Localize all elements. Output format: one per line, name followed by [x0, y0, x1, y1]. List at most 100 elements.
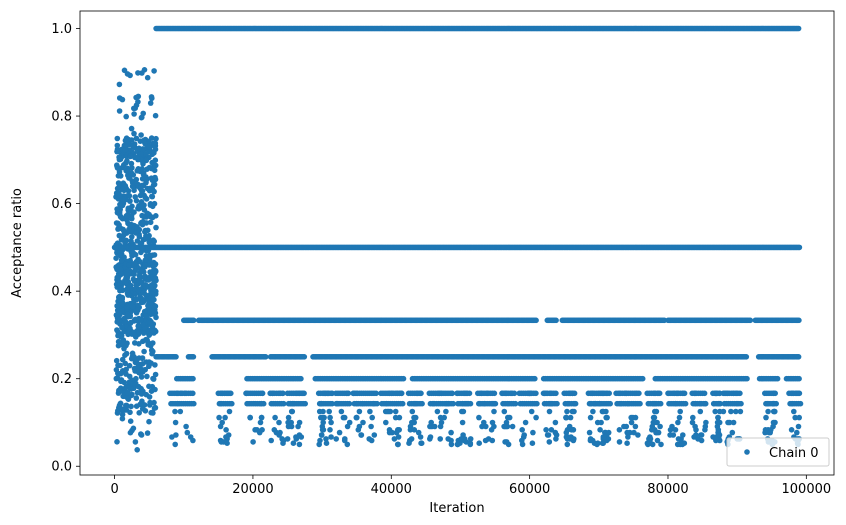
data-point	[690, 414, 696, 421]
data-point	[114, 206, 120, 212]
data-point	[135, 383, 142, 390]
data-point	[419, 400, 425, 407]
data-point	[138, 391, 145, 397]
data-point	[720, 408, 727, 415]
data-point	[128, 125, 135, 132]
data-point	[140, 138, 147, 144]
data-point	[658, 441, 664, 448]
data-point	[254, 427, 260, 433]
data-point	[796, 244, 803, 251]
data-point	[271, 427, 278, 433]
data-point	[657, 423, 663, 430]
data-point	[467, 400, 474, 407]
data-point	[124, 389, 131, 396]
x-tick-label: 100000	[782, 482, 832, 497]
data-point	[656, 390, 663, 397]
data-point	[529, 440, 536, 447]
data-point	[129, 250, 135, 257]
data-point	[459, 419, 466, 426]
data-point	[151, 238, 157, 245]
data-point	[358, 432, 364, 438]
data-point	[114, 327, 120, 333]
data-point	[136, 233, 143, 240]
data-point	[431, 423, 438, 430]
data-point	[127, 418, 134, 425]
data-point	[172, 441, 178, 448]
data-point	[716, 390, 722, 397]
data-point	[482, 437, 489, 444]
data-point	[437, 436, 444, 442]
data-point	[149, 177, 156, 184]
data-point	[788, 427, 795, 433]
data-point	[135, 287, 142, 294]
data-point	[135, 99, 141, 105]
data-point	[394, 441, 401, 448]
data-point	[126, 193, 133, 199]
data-point	[302, 400, 309, 407]
data-point	[467, 436, 474, 442]
chain-0-points	[111, 25, 804, 453]
data-point	[128, 238, 134, 244]
data-point	[329, 400, 335, 407]
data-point	[276, 419, 282, 426]
data-point	[317, 437, 323, 444]
data-point	[796, 375, 802, 382]
data-point	[323, 436, 329, 442]
data-point	[763, 414, 769, 421]
data-point	[118, 266, 124, 273]
data-point	[716, 432, 723, 438]
data-point	[119, 406, 126, 413]
data-point	[354, 414, 360, 421]
data-point	[131, 105, 137, 112]
data-point	[119, 411, 126, 418]
x-tick-label: 0	[110, 482, 118, 497]
data-point	[146, 383, 152, 390]
data-point	[605, 429, 612, 436]
data-point	[191, 400, 197, 407]
data-point	[409, 408, 416, 415]
data-point	[153, 135, 159, 142]
data-point	[114, 135, 121, 142]
data-point	[143, 253, 150, 259]
data-point	[132, 340, 138, 346]
data-point	[657, 400, 664, 407]
data-point	[126, 262, 132, 268]
data-point	[119, 324, 125, 331]
data-point	[147, 219, 154, 226]
data-point	[190, 317, 197, 324]
data-point	[136, 410, 142, 416]
data-point	[327, 414, 333, 421]
data-point	[448, 429, 454, 436]
data-point	[346, 400, 353, 407]
data-point	[791, 408, 797, 415]
data-point	[149, 322, 156, 329]
data-point	[130, 425, 137, 432]
data-point	[427, 434, 434, 440]
data-point	[443, 408, 449, 415]
data-point	[625, 434, 631, 440]
data-point	[115, 180, 122, 186]
y-tick-label: 0.8	[51, 110, 72, 125]
data-point	[152, 386, 158, 393]
data-point	[152, 162, 159, 169]
data-point	[258, 414, 265, 421]
data-point	[130, 143, 137, 149]
data-point	[146, 304, 152, 311]
data-point	[135, 70, 141, 76]
data-point	[151, 310, 157, 317]
data-point	[125, 292, 132, 298]
data-point	[152, 157, 159, 163]
data-point	[131, 271, 137, 278]
data-point	[654, 437, 661, 444]
data-point	[675, 419, 681, 426]
data-point	[190, 390, 196, 397]
data-point	[771, 408, 778, 415]
data-point	[697, 408, 704, 415]
data-point	[127, 198, 133, 204]
data-point	[552, 419, 559, 426]
data-point	[127, 282, 134, 289]
data-point	[698, 432, 705, 438]
data-point	[563, 414, 570, 421]
data-point	[762, 427, 769, 433]
